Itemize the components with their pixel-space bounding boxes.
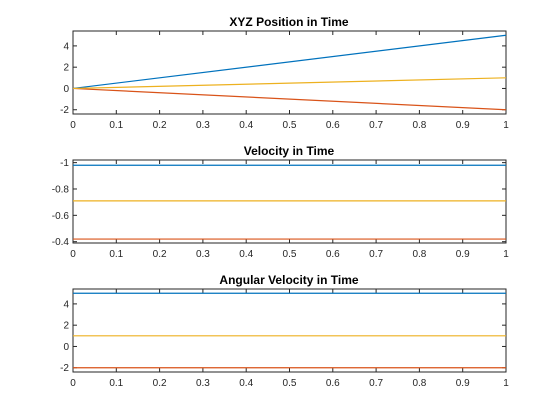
x-tick-label: 0.8 [412, 249, 426, 260]
x-tick-label: 0.3 [196, 249, 210, 260]
y-tick-label: 2 [63, 321, 69, 332]
x-tick-label: 0.4 [239, 378, 253, 389]
x-tick-label: 0 [70, 378, 76, 389]
x-tick-label: 0 [70, 249, 76, 260]
y-tick-label: 4 [63, 299, 69, 310]
x-tick-label: 0.5 [283, 378, 297, 389]
x-tick-label: 0.7 [369, 120, 383, 131]
x-tick-label: 0.6 [326, 120, 340, 131]
chart-title: Angular Velocity in Time [219, 273, 358, 287]
x-tick-label: 0.7 [369, 378, 383, 389]
chart-title: XYZ Position in Time [229, 15, 348, 29]
series-line-2 [72, 87, 507, 111]
x-tick-label: 0.2 [153, 378, 167, 389]
series-line-1 [72, 34, 507, 90]
x-tick-label: 1 [503, 378, 509, 389]
y-tick-label: -2 [60, 363, 69, 374]
x-tick-label: 0.2 [153, 249, 167, 260]
x-tick-label: 0.7 [369, 249, 383, 260]
subplot-angular-velocity: Angular Velocity in Time 0 0.1 0.2 0.3 0.4 0.… [60, 273, 509, 389]
subplot-xyz-position: XYZ Position in Time 0 0.1 0.2 0.3 0.4 0.5 0.6… [60, 15, 509, 131]
x-tick-label: 0.9 [456, 249, 470, 260]
x-tick-label: 0.3 [196, 120, 210, 131]
x-tick-label: 0.2 [153, 120, 167, 131]
subplot-velocity: Velocity in Time 0 0.1 0.2 0.3 0.4 0.5 0.6 0.7 0… [52, 144, 509, 260]
x-tick-label: 0.1 [109, 378, 123, 389]
x-tick-label: 0.4 [239, 249, 253, 260]
x-tick-label: 0.5 [283, 120, 297, 131]
x-tick-label: 0.3 [196, 378, 210, 389]
x-tick-label: 0.9 [456, 120, 470, 131]
y-tick-label: -0.8 [52, 184, 70, 195]
x-tick-label: 1 [503, 249, 509, 260]
axes-box [72, 288, 507, 373]
y-tick-label: 2 [63, 63, 69, 74]
y-tick-label: -0.6 [52, 211, 70, 222]
x-tick-label: 0 [70, 120, 76, 131]
x-tick-label: 0.5 [283, 249, 297, 260]
x-tick-label: 0.9 [456, 378, 470, 389]
x-tick-label: 0.8 [412, 120, 426, 131]
x-tick-label: 0.6 [326, 378, 340, 389]
y-tick-label: 0 [63, 84, 69, 95]
x-tick-label: 0.6 [326, 249, 340, 260]
x-tick-label: 1 [503, 120, 509, 131]
series-line-3 [72, 77, 507, 90]
axes-box [72, 30, 507, 115]
x-tick-label: 0.1 [109, 249, 123, 260]
y-tick-label: -0.4 [52, 237, 70, 248]
chart-title: Velocity in Time [244, 144, 335, 158]
y-tick-label: -2 [60, 105, 69, 116]
y-tick-label: 0 [63, 342, 69, 353]
y-tick-label: -1 [60, 158, 69, 169]
y-tick-label: 4 [63, 41, 69, 52]
x-tick-label: 0.4 [239, 120, 253, 131]
x-tick-label: 0.8 [412, 378, 426, 389]
x-tick-label: 0.1 [109, 120, 123, 131]
axes-box [72, 159, 507, 244]
